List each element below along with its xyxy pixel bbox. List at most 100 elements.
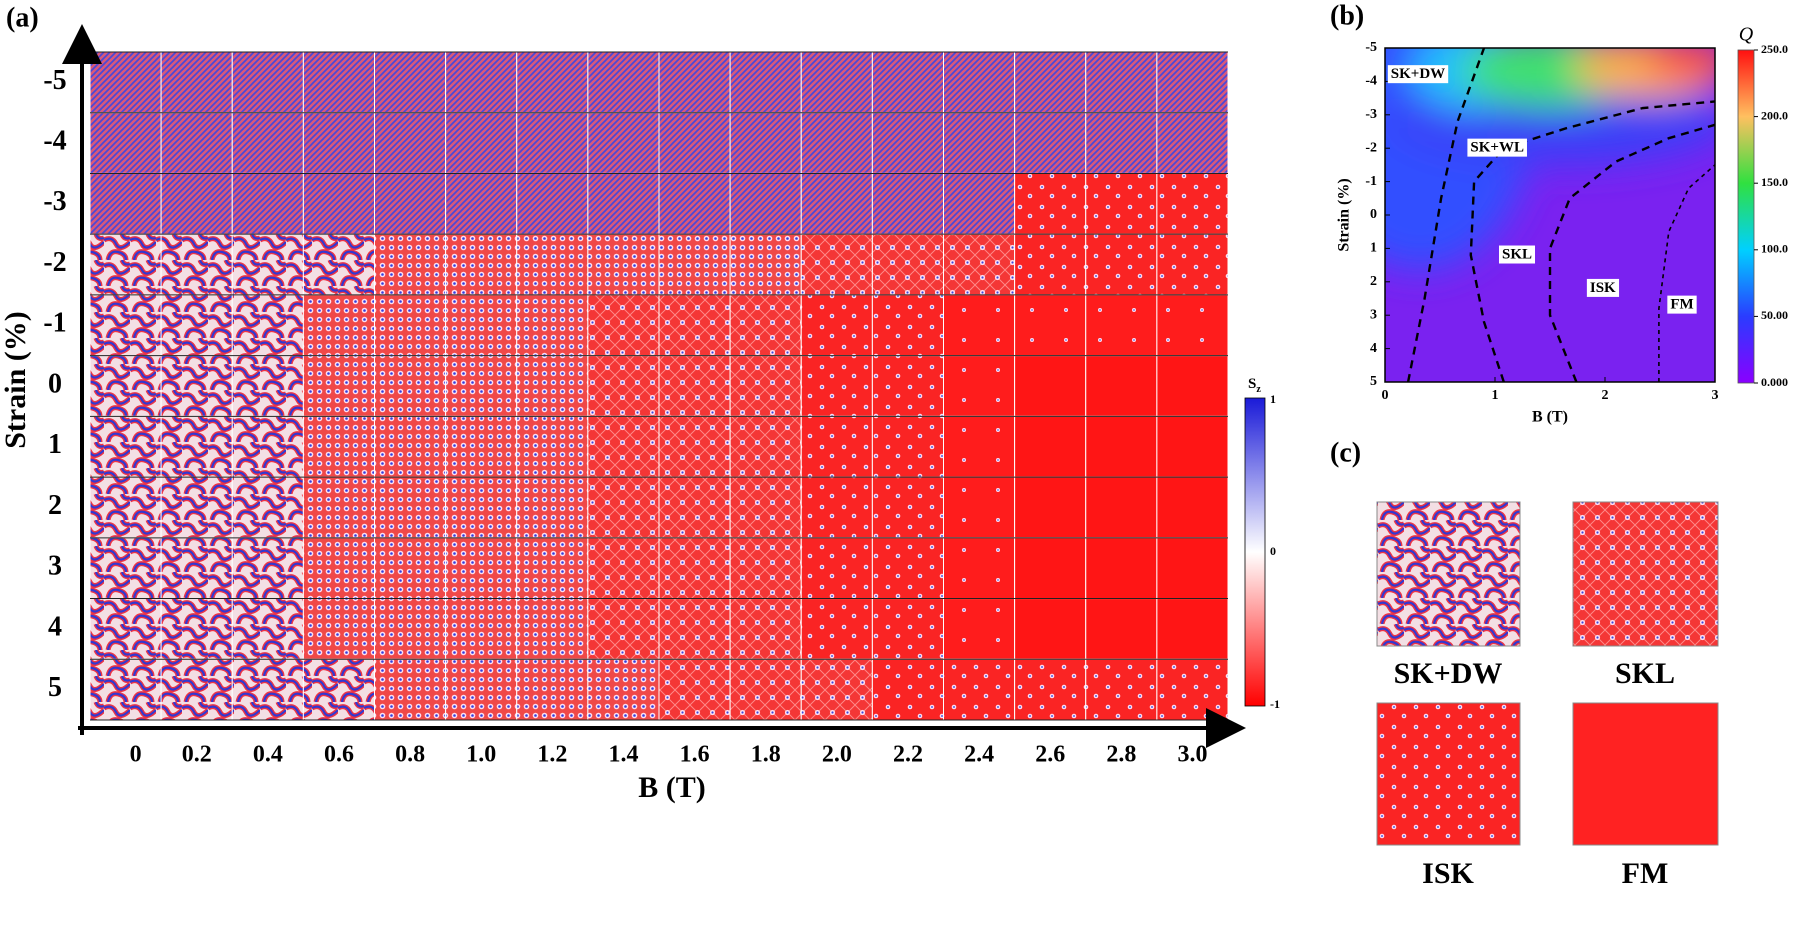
x-tick-label: 1.0	[466, 742, 496, 768]
texture-grid	[89, 51, 1229, 721]
texture-cell	[1085, 172, 1158, 235]
heatmap	[1385, 48, 1715, 382]
texture-cell	[1085, 233, 1158, 296]
texture-cell	[729, 51, 802, 114]
y-axis-label: Strain (%)	[1336, 178, 1353, 251]
texture-cell	[1085, 537, 1158, 600]
texture-cell	[943, 51, 1016, 114]
region-label-box	[1498, 245, 1536, 264]
texture-cell	[658, 112, 731, 174]
texture-cell	[658, 355, 731, 417]
texture-cell	[1085, 112, 1158, 174]
region-label-box	[1467, 138, 1527, 157]
texture-cell	[374, 233, 447, 296]
region-label-box	[1586, 278, 1620, 297]
texture-cell	[516, 294, 589, 357]
texture-cell	[89, 598, 162, 660]
texture-cell	[1156, 112, 1229, 174]
texture-cell	[943, 233, 1016, 296]
texture-cell	[729, 415, 802, 478]
texture-cell	[516, 537, 589, 600]
texture-cell	[658, 415, 731, 478]
texture-cell	[1085, 294, 1158, 357]
region-label: FM	[1670, 297, 1693, 313]
texture-image	[1376, 501, 1521, 647]
texture-cell	[729, 537, 802, 600]
title-main: S	[1248, 376, 1256, 392]
texture-cell	[516, 598, 589, 660]
y-axis-label: Strain (%)	[0, 311, 32, 449]
x-tick-label: 0.8	[395, 742, 425, 768]
x-tick-label: 2.2	[893, 742, 923, 768]
texture-cell	[1014, 658, 1087, 721]
texture-cell	[871, 355, 944, 417]
colorbar-tick: 250.0	[1761, 42, 1788, 56]
texture-cell	[89, 658, 162, 721]
texture-cell	[160, 598, 233, 660]
colorbar-tick: 100.0	[1761, 242, 1788, 256]
title-sub: z	[1256, 384, 1261, 395]
texture-cell	[516, 51, 589, 114]
texture-cell	[302, 658, 375, 721]
x-tick-label: 0.6	[324, 742, 354, 768]
texture-cell	[374, 658, 447, 721]
texture-cell	[943, 294, 1016, 357]
texture-cell	[445, 112, 518, 174]
texture-cell	[800, 537, 873, 600]
sz-colorbar	[1244, 397, 1266, 707]
texture-cell	[445, 537, 518, 600]
texture-cell	[231, 355, 304, 417]
texture-cell	[445, 233, 518, 296]
y-tick-label: -4	[1365, 74, 1377, 89]
texture-cell	[445, 415, 518, 478]
texture-cell	[1156, 537, 1229, 600]
x-tick-label: 2.6	[1035, 742, 1065, 768]
x-axis-label: B (T)	[1532, 409, 1568, 426]
texture-cell	[943, 415, 1016, 478]
texture-cell	[302, 537, 375, 600]
y-tick-label: -3	[1365, 107, 1377, 122]
texture-cell	[231, 476, 304, 539]
texture-cell	[516, 112, 589, 174]
texture-cell	[302, 355, 375, 417]
texture-cell	[374, 294, 447, 357]
texture-cell	[231, 172, 304, 235]
texture-cell	[374, 112, 447, 174]
y-tick-label: -3	[43, 186, 66, 217]
y-tick-label: 0	[1370, 207, 1377, 222]
x-tick-label: 1.8	[751, 742, 781, 768]
texture-image	[1572, 702, 1719, 846]
texture-cell	[1156, 172, 1229, 235]
region-label-box	[1667, 295, 1697, 314]
image-label: SKL	[1615, 657, 1675, 690]
texture-cell	[160, 415, 233, 478]
phase-diagram: 0 1 2 3 -5 -4 -3 -2 -1 0 1 2 3 4 5 SK+DW SK+WL SKL ISK FM	[1365, 40, 1718, 403]
x-tick-label: 2	[1602, 388, 1609, 403]
y-tick-label: 4	[1370, 341, 1377, 356]
texture-cell	[871, 233, 944, 296]
y-tick-label: 1	[1370, 241, 1377, 256]
texture-cell	[89, 415, 162, 478]
texture-cell	[374, 537, 447, 600]
texture-cell	[871, 172, 944, 235]
texture-cell	[445, 598, 518, 660]
texture-cell	[800, 294, 873, 357]
texture-cell	[729, 172, 802, 235]
texture-cell	[587, 537, 660, 600]
texture-cell	[943, 598, 1016, 660]
colorbar-tick: 0.000	[1761, 375, 1788, 389]
x-axis-label: B (T)	[638, 771, 706, 804]
texture-cell	[1156, 598, 1229, 660]
phase-boundary	[1548, 123, 1716, 383]
texture-cell	[1014, 537, 1087, 600]
texture-cell	[1156, 51, 1229, 114]
texture-cell	[89, 294, 162, 357]
texture-cell	[445, 172, 518, 235]
texture-cell	[871, 294, 944, 357]
x-tick-label: 0	[130, 742, 142, 768]
y-tick-label: 2	[1370, 274, 1377, 289]
texture-cell	[729, 658, 802, 721]
colorbar-tick: 150.0	[1761, 175, 1788, 189]
region-label: SK+DW	[1391, 66, 1445, 82]
